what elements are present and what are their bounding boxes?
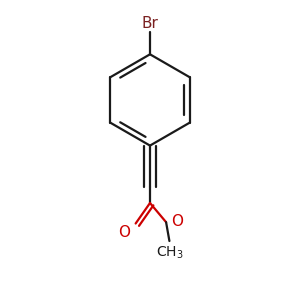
Text: CH$_3$: CH$_3$ xyxy=(156,244,183,261)
Text: O: O xyxy=(171,214,183,229)
Text: Br: Br xyxy=(142,16,158,31)
Text: O: O xyxy=(118,225,130,240)
